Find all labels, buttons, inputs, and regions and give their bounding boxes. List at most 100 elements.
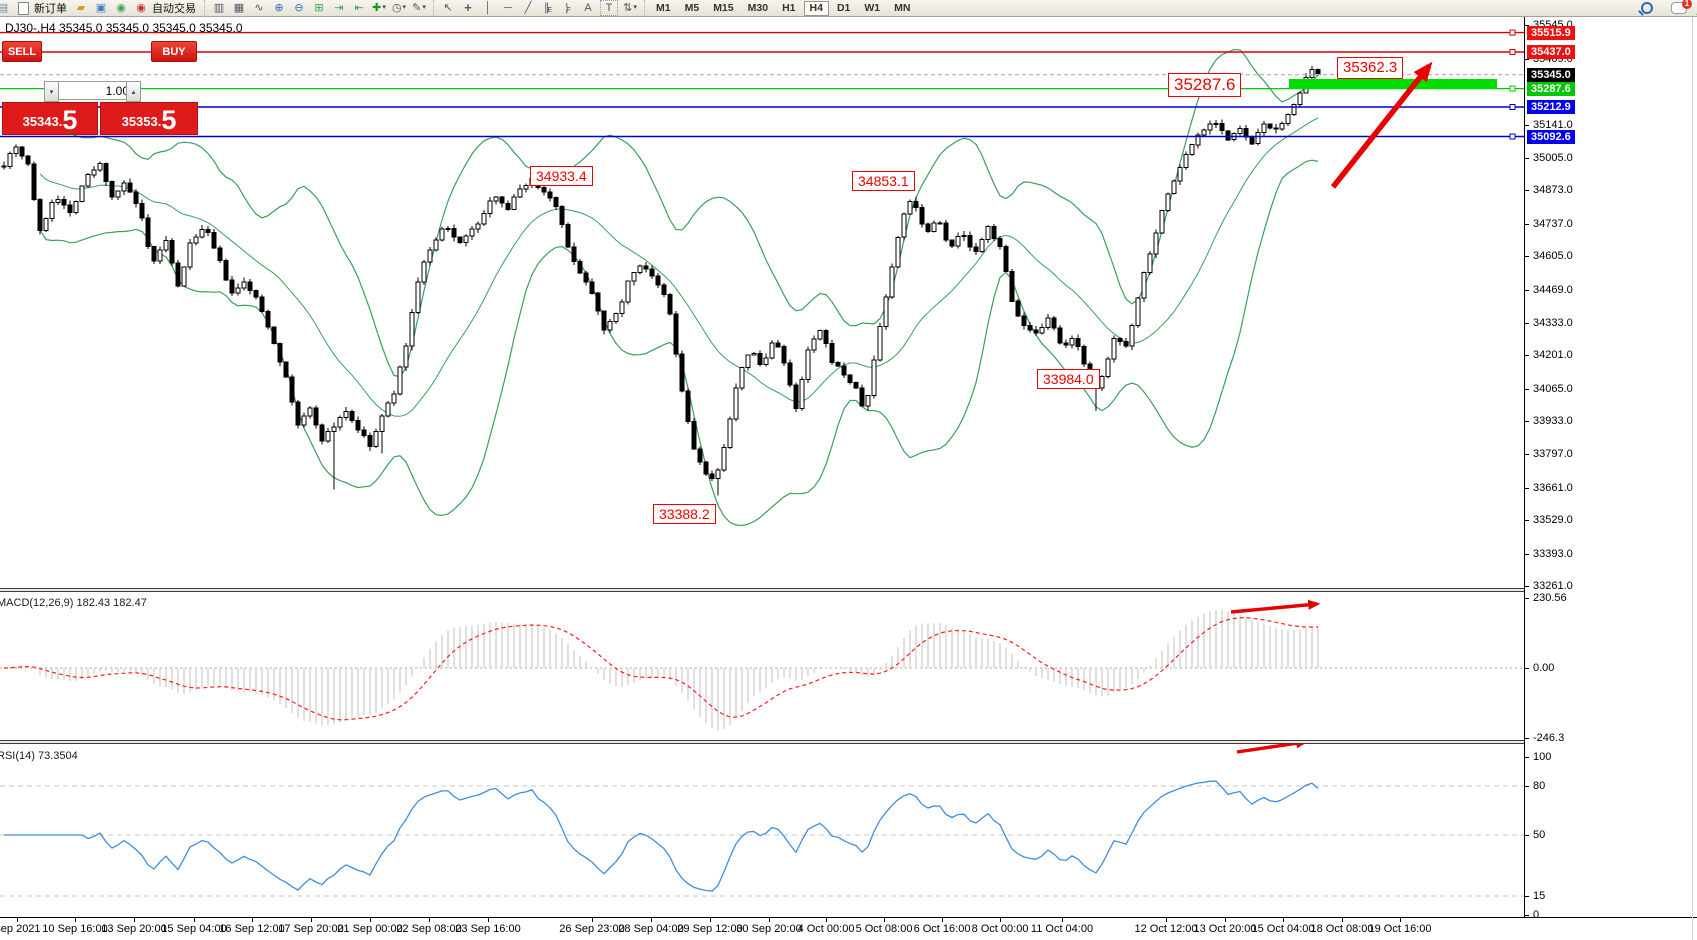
time-label: 28 Sep 04:00: [618, 923, 684, 935]
price-label-34933.4[interactable]: 34933.4: [530, 166, 593, 187]
price-tick-mark: [1525, 421, 1529, 423]
templates-icon[interactable]: ✎ ▾: [412, 2, 426, 14]
sell-price-main: 35343.: [22, 114, 63, 129]
price-label-33984.0[interactable]: 33984.0: [1037, 369, 1100, 390]
fibonacci-icon[interactable]: ¦ F: [565, 2, 571, 14]
new-order-button[interactable]: 新订单: [34, 3, 67, 15]
time-label: 16 Sep 12:00: [219, 923, 285, 935]
hline-handle[interactable]: [1509, 104, 1516, 110]
sell-price-display[interactable]: 35343. 5: [2, 102, 98, 135]
sell-button[interactable]: SELL: [2, 41, 42, 62]
price-label-33388.2[interactable]: 33388.2: [653, 504, 716, 525]
bar-chart-icon[interactable]: ▥: [213, 2, 225, 14]
green-highlight-bar[interactable]: [1289, 79, 1497, 89]
timeframe-m5[interactable]: M5: [684, 1, 700, 14]
price-axis[interactable]: 35545.035409.035141.035005.034873.034737…: [1524, 17, 1697, 921]
buy-price-display[interactable]: 35353. 5: [100, 102, 198, 135]
price-tick-label: 33529.0: [1533, 514, 1573, 527]
price-tick-label: 34333.0: [1533, 316, 1573, 329]
time-tick-mark: [1400, 918, 1401, 922]
data-window-icon[interactable]: ▣: [95, 2, 107, 14]
rsi-panel[interactable]: [0, 744, 1524, 917]
time-label: 15 Sep 04:00: [161, 923, 227, 935]
price-badge-35212.9: 35212.9: [1527, 99, 1575, 114]
hline-handle[interactable]: [1509, 29, 1516, 36]
time-tick-mark: [826, 918, 827, 922]
hline-handle[interactable]: [1509, 49, 1516, 55]
new-order-icon[interactable]: +: [15, 1, 1697, 21]
time-label: 23 Sep 16:00: [455, 923, 521, 935]
horizontal-line-icon[interactable]: ─: [504, 2, 512, 14]
candlestick-chart-icon[interactable]: ▦: [233, 2, 245, 14]
price-tick-mark: [1525, 586, 1529, 587]
trend-arrow[interactable]: [1330, 61, 1433, 189]
indicator-tick-mark: [1525, 915, 1529, 916]
time-label: Sep 2021: [0, 923, 41, 935]
cursor-icon[interactable]: ↖: [443, 2, 453, 14]
timeframe-m30[interactable]: M30: [747, 1, 769, 14]
navigator-icon[interactable]: ◉: [116, 2, 126, 14]
zoom-in-icon[interactable]: ⊕: [274, 2, 284, 14]
price-label-34853.1[interactable]: 34853.1: [852, 171, 915, 192]
buy-button[interactable]: BUY: [151, 41, 197, 62]
volume-increase-button[interactable]: ▴: [126, 81, 141, 102]
panel-separator-rsi[interactable]: [0, 740, 1697, 744]
tile-windows-icon[interactable]: ⊞: [314, 2, 324, 14]
autotrade-button[interactable]: 自动交易: [152, 3, 196, 15]
autotrade-icon[interactable]: ◉: [136, 2, 146, 14]
price-tick-label: 34737.0: [1533, 217, 1573, 230]
rsi-line: [4, 780, 1319, 892]
time-label: 11 Oct 04:00: [1030, 923, 1094, 935]
price-label-35287.6[interactable]: 35287.6: [1168, 73, 1242, 98]
timeframe-d1[interactable]: D1: [836, 1, 851, 14]
time-label: 15 Oct 04:00: [1251, 923, 1315, 935]
hline-handle[interactable]: [1509, 85, 1516, 92]
price-label-35362.3[interactable]: 35362.3: [1337, 57, 1404, 79]
timeframe-m15[interactable]: M15: [713, 1, 734, 14]
label-tool-icon[interactable]: T: [600, 0, 618, 16]
timeframe-h1[interactable]: H1: [782, 1, 796, 14]
main-chart-canvas[interactable]: [0, 17, 1524, 588]
time-tick-mark: [429, 918, 430, 922]
text-tool-icon[interactable]: A: [584, 2, 592, 14]
timeframe-h4[interactable]: H4: [803, 0, 829, 16]
macd-panel[interactable]: [0, 592, 1524, 740]
time-label: 30 Sep 20:00: [736, 923, 802, 935]
timeframe-mn[interactable]: MN: [894, 1, 911, 14]
time-label: 10 Sep 16:00: [42, 923, 108, 935]
rsi-indicator-label: RSI(14) 73.3504: [0, 750, 78, 762]
vertical-line-icon[interactable]: │: [484, 2, 492, 14]
macd-trend-arrow[interactable]: [1230, 599, 1321, 614]
panel-separator-macd[interactable]: [0, 588, 1697, 592]
crosshair-icon[interactable]: +: [464, 0, 472, 15]
timeframe-w1[interactable]: W1: [864, 1, 881, 14]
search-icon[interactable]: [1638, 1, 1655, 16]
volume-decrease-button[interactable]: ▾: [44, 81, 59, 102]
volume-input[interactable]: [58, 81, 134, 100]
auto-scroll-icon[interactable]: ⇥: [334, 2, 344, 14]
zoom-out-icon[interactable]: ⊖: [294, 2, 304, 14]
chat-icon[interactable]: 1: [1671, 0, 1692, 14]
hline-handle[interactable]: [1509, 133, 1516, 140]
periods-icon[interactable]: ◷ ▾: [391, 2, 407, 14]
add-indicator-icon[interactable]: ✚ ▾: [372, 2, 386, 14]
price-tick-label: 33661.0: [1533, 481, 1573, 494]
timeframe-m1[interactable]: M1: [656, 1, 671, 14]
indicator-tick-label: -246.3: [1533, 732, 1565, 744]
bollinger-bands: [39, 48, 1319, 527]
price-tick-mark: [1525, 520, 1529, 522]
price-tick-mark: [1525, 322, 1529, 324]
channel-icon[interactable]: ∥ E: [543, 2, 553, 14]
rsi-trend-arrow[interactable]: [1236, 744, 1309, 754]
window-icon[interactable]: ▤: [0, 2, 9, 14]
time-label: 6 Oct 16:00: [913, 923, 971, 935]
line-chart-icon[interactable]: ∿: [254, 2, 264, 14]
arrows-tool-icon[interactable]: ⇅ ▾: [623, 2, 637, 14]
time-label: 5 Oct 08:00: [855, 923, 913, 935]
trendline-icon[interactable]: ╱: [524, 2, 532, 14]
indicator-tick-mark: [1525, 598, 1529, 599]
chart-shift-icon[interactable]: ⇤: [354, 2, 364, 14]
market-watch-icon[interactable]: ▰: [76, 2, 86, 14]
